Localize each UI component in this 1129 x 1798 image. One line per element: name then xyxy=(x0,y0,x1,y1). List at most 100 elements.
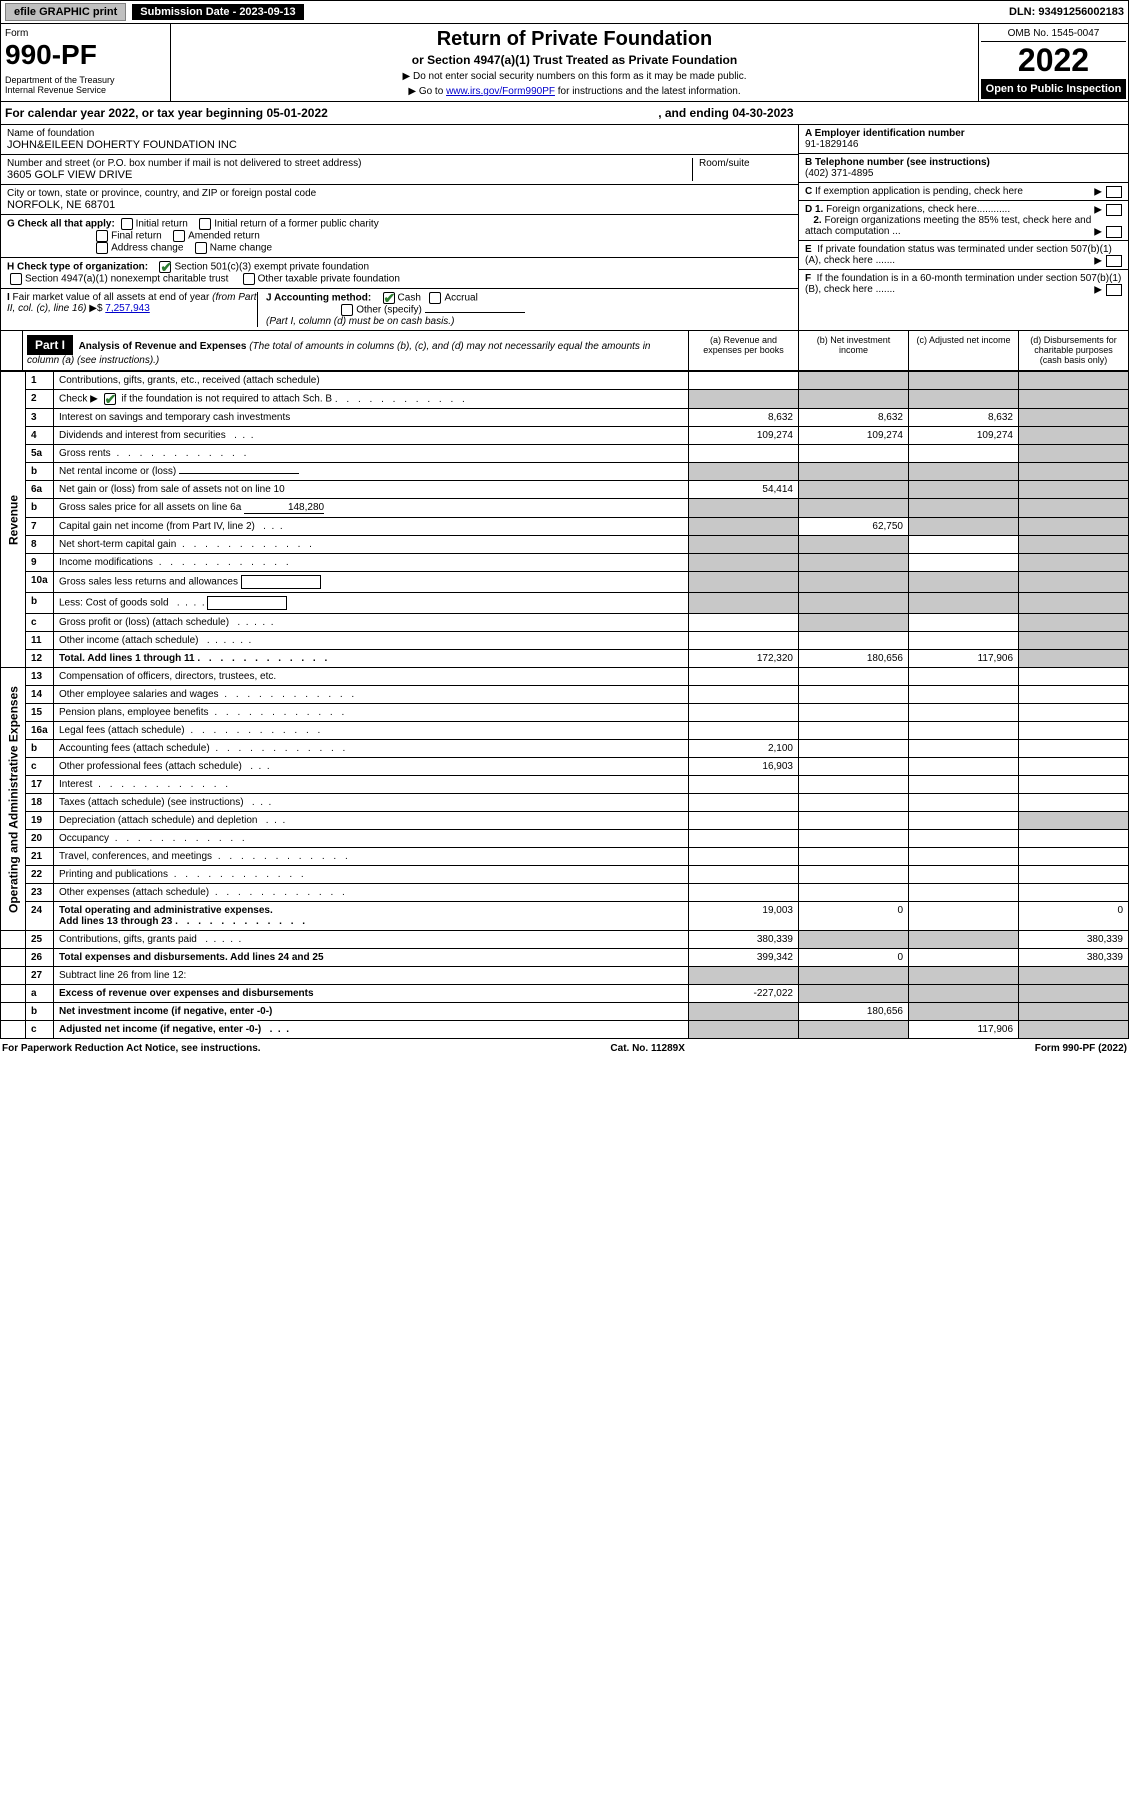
final-return-checkbox[interactable] xyxy=(96,230,108,242)
line-9: 9Income modifications xyxy=(1,554,1129,572)
efile-print-button[interactable]: efile GRAPHIC print xyxy=(5,3,126,21)
street-address: 3605 GOLF VIEW DRIVE xyxy=(7,169,692,181)
instr-2: ▶ Go to www.irs.gov/Form990PF for instru… xyxy=(181,86,968,97)
open-inspection: Open to Public Inspection xyxy=(981,79,1126,99)
form-id-box: Form 990-PF Department of the TreasuryIn… xyxy=(1,24,171,101)
accrual-checkbox[interactable] xyxy=(429,292,441,304)
terminated-507a-checkbox[interactable] xyxy=(1106,255,1122,267)
section-e: E If private foundation status was termi… xyxy=(799,241,1128,270)
line-12: 12Total. Add lines 1 through 11 172,3201… xyxy=(1,650,1129,668)
col-c-header: (c) Adjusted net income xyxy=(908,331,1018,370)
ein-value: 91-1829146 xyxy=(805,139,858,150)
foundation-name: JOHN&EILEEN DOHERTY FOUNDATION INC xyxy=(7,139,792,151)
line-16b: bAccounting fees (attach schedule)2,100 xyxy=(1,740,1129,758)
line-1: Revenue 1Contributions, gifts, grants, e… xyxy=(1,372,1129,390)
part1-title: Analysis of Revenue and Expenses xyxy=(79,341,247,352)
line-21: 21Travel, conferences, and meetings xyxy=(1,848,1129,866)
foreign-org-checkbox[interactable] xyxy=(1106,204,1122,216)
year-box: OMB No. 1545-0047 2022 Open to Public In… xyxy=(978,24,1128,101)
part1-label: Part I xyxy=(27,335,73,355)
cat-number: Cat. No. 11289X xyxy=(610,1043,684,1054)
line-25: 25Contributions, gifts, grants paid . . … xyxy=(1,931,1129,949)
dln: DLN: 93491256002183 xyxy=(1009,6,1124,18)
submission-date: Submission Date - 2023-09-13 xyxy=(132,4,303,20)
line-5a: 5aGross rents xyxy=(1,445,1129,463)
cash-checkbox[interactable] xyxy=(383,292,395,304)
address-change-checkbox[interactable] xyxy=(96,242,108,254)
fmv-link[interactable]: 7,257,943 xyxy=(105,303,150,314)
4947a1-checkbox[interactable] xyxy=(10,273,22,285)
other-taxable-checkbox[interactable] xyxy=(243,273,255,285)
line-20: 20Occupancy xyxy=(1,830,1129,848)
other-method-checkbox[interactable] xyxy=(341,304,353,316)
line-17: 17Interest xyxy=(1,776,1129,794)
line-22: 22Printing and publications xyxy=(1,866,1129,884)
col-b-header: (b) Net investment income xyxy=(798,331,908,370)
line-13: Operating and Administrative Expenses 13… xyxy=(1,668,1129,686)
amended-return-checkbox[interactable] xyxy=(173,230,185,242)
line-11: 11Other income (attach schedule) . . . .… xyxy=(1,632,1129,650)
part1-header-row: Part I Analysis of Revenue and Expenses … xyxy=(0,331,1129,371)
phone-value: (402) 371-4895 xyxy=(805,168,873,179)
ein-label: A Employer identification number xyxy=(805,128,965,139)
line-8: 8Net short-term capital gain xyxy=(1,536,1129,554)
line-16c: cOther professional fees (attach schedul… xyxy=(1,758,1129,776)
title-box: Return of Private Foundation or Section … xyxy=(171,24,978,101)
section-f: F If the foundation is in a 60-month ter… xyxy=(799,270,1128,298)
line-18: 18Taxes (attach schedule) (see instructi… xyxy=(1,794,1129,812)
line-14: 14Other employee salaries and wages xyxy=(1,686,1129,704)
initial-return-checkbox[interactable] xyxy=(121,218,133,230)
city-state-zip: NORFOLK, NE 68701 xyxy=(7,199,792,211)
line-15: 15Pension plans, employee benefits xyxy=(1,704,1129,722)
calyear-end: , and ending 04-30-2023 xyxy=(658,106,793,120)
line-3: 3Interest on savings and temporary cash … xyxy=(1,409,1129,427)
name-label: Name of foundation xyxy=(7,128,792,139)
expenses-category: Operating and Administrative Expenses xyxy=(1,668,26,931)
section-g: G Check all that apply: Initial return I… xyxy=(1,215,798,258)
section-j: J Accounting method: Cash Accrual Other … xyxy=(257,292,792,327)
line-27a: aExcess of revenue over expenses and dis… xyxy=(1,985,1129,1003)
60month-checkbox[interactable] xyxy=(1106,284,1122,296)
instructions-link[interactable]: www.irs.gov/Form990PF xyxy=(446,86,555,97)
exemption-pending-checkbox[interactable] xyxy=(1106,186,1122,198)
form-label: Form xyxy=(5,28,166,39)
line-6a: 6aNet gain or (loss) from sale of assets… xyxy=(1,481,1129,499)
form-number: 990-PF xyxy=(5,39,166,71)
form-title: Return of Private Foundation xyxy=(181,28,968,51)
line-4: 4Dividends and interest from securities … xyxy=(1,427,1129,445)
foreign-85-checkbox[interactable] xyxy=(1106,226,1122,238)
form-header: Form 990-PF Department of the TreasuryIn… xyxy=(0,24,1129,102)
identity-section: Name of foundation JOHN&EILEEN DOHERTY F… xyxy=(0,125,1129,331)
line-27c: cAdjusted net income (if negative, enter… xyxy=(1,1021,1129,1039)
section-d: D 1. Foreign organizations, check here..… xyxy=(799,201,1128,241)
paperwork-notice: For Paperwork Reduction Act Notice, see … xyxy=(2,1043,261,1054)
line-10a: 10aGross sales less returns and allowanc… xyxy=(1,572,1129,593)
line-19: 19Depreciation (attach schedule) and dep… xyxy=(1,812,1129,830)
line-6b: bGross sales price for all assets on lin… xyxy=(1,499,1129,518)
name-change-checkbox[interactable] xyxy=(195,242,207,254)
line-27b: bNet investment income (if negative, ent… xyxy=(1,1003,1129,1021)
tax-year: 2022 xyxy=(981,42,1126,79)
initial-return-former-checkbox[interactable] xyxy=(199,218,211,230)
line-26: 26Total expenses and disbursements. Add … xyxy=(1,949,1129,967)
schb-checkbox[interactable] xyxy=(104,393,116,405)
calyear-begin: For calendar year 2022, or tax year begi… xyxy=(5,106,328,120)
phone-label: B Telephone number (see instructions) xyxy=(805,157,990,168)
room-label: Room/suite xyxy=(699,158,792,169)
dept-text: Department of the TreasuryInternal Reven… xyxy=(5,75,166,95)
form-footer: Form 990-PF (2022) xyxy=(1035,1043,1127,1054)
revenue-category: Revenue xyxy=(1,372,26,668)
line-16a: 16aLegal fees (attach schedule) xyxy=(1,722,1129,740)
line-7: 7Capital gain net income (from Part IV, … xyxy=(1,518,1129,536)
section-c: C If exemption application is pending, c… xyxy=(799,183,1128,201)
line-5b: bNet rental income or (loss) xyxy=(1,463,1129,481)
city-label: City or town, state or province, country… xyxy=(7,188,792,199)
line-24: 24Total operating and administrative exp… xyxy=(1,902,1129,931)
501c3-checkbox[interactable] xyxy=(159,261,171,273)
line-2: 2 Check ▶ if the foundation is not requi… xyxy=(1,390,1129,409)
top-bar: efile GRAPHIC print Submission Date - 20… xyxy=(0,0,1129,24)
instr-1: ▶ Do not enter social security numbers o… xyxy=(181,71,968,82)
omb-number: OMB No. 1545-0047 xyxy=(981,26,1126,42)
form-subtitle: or Section 4947(a)(1) Trust Treated as P… xyxy=(181,53,968,67)
col-d-header: (d) Disbursements for charitable purpose… xyxy=(1018,331,1128,370)
